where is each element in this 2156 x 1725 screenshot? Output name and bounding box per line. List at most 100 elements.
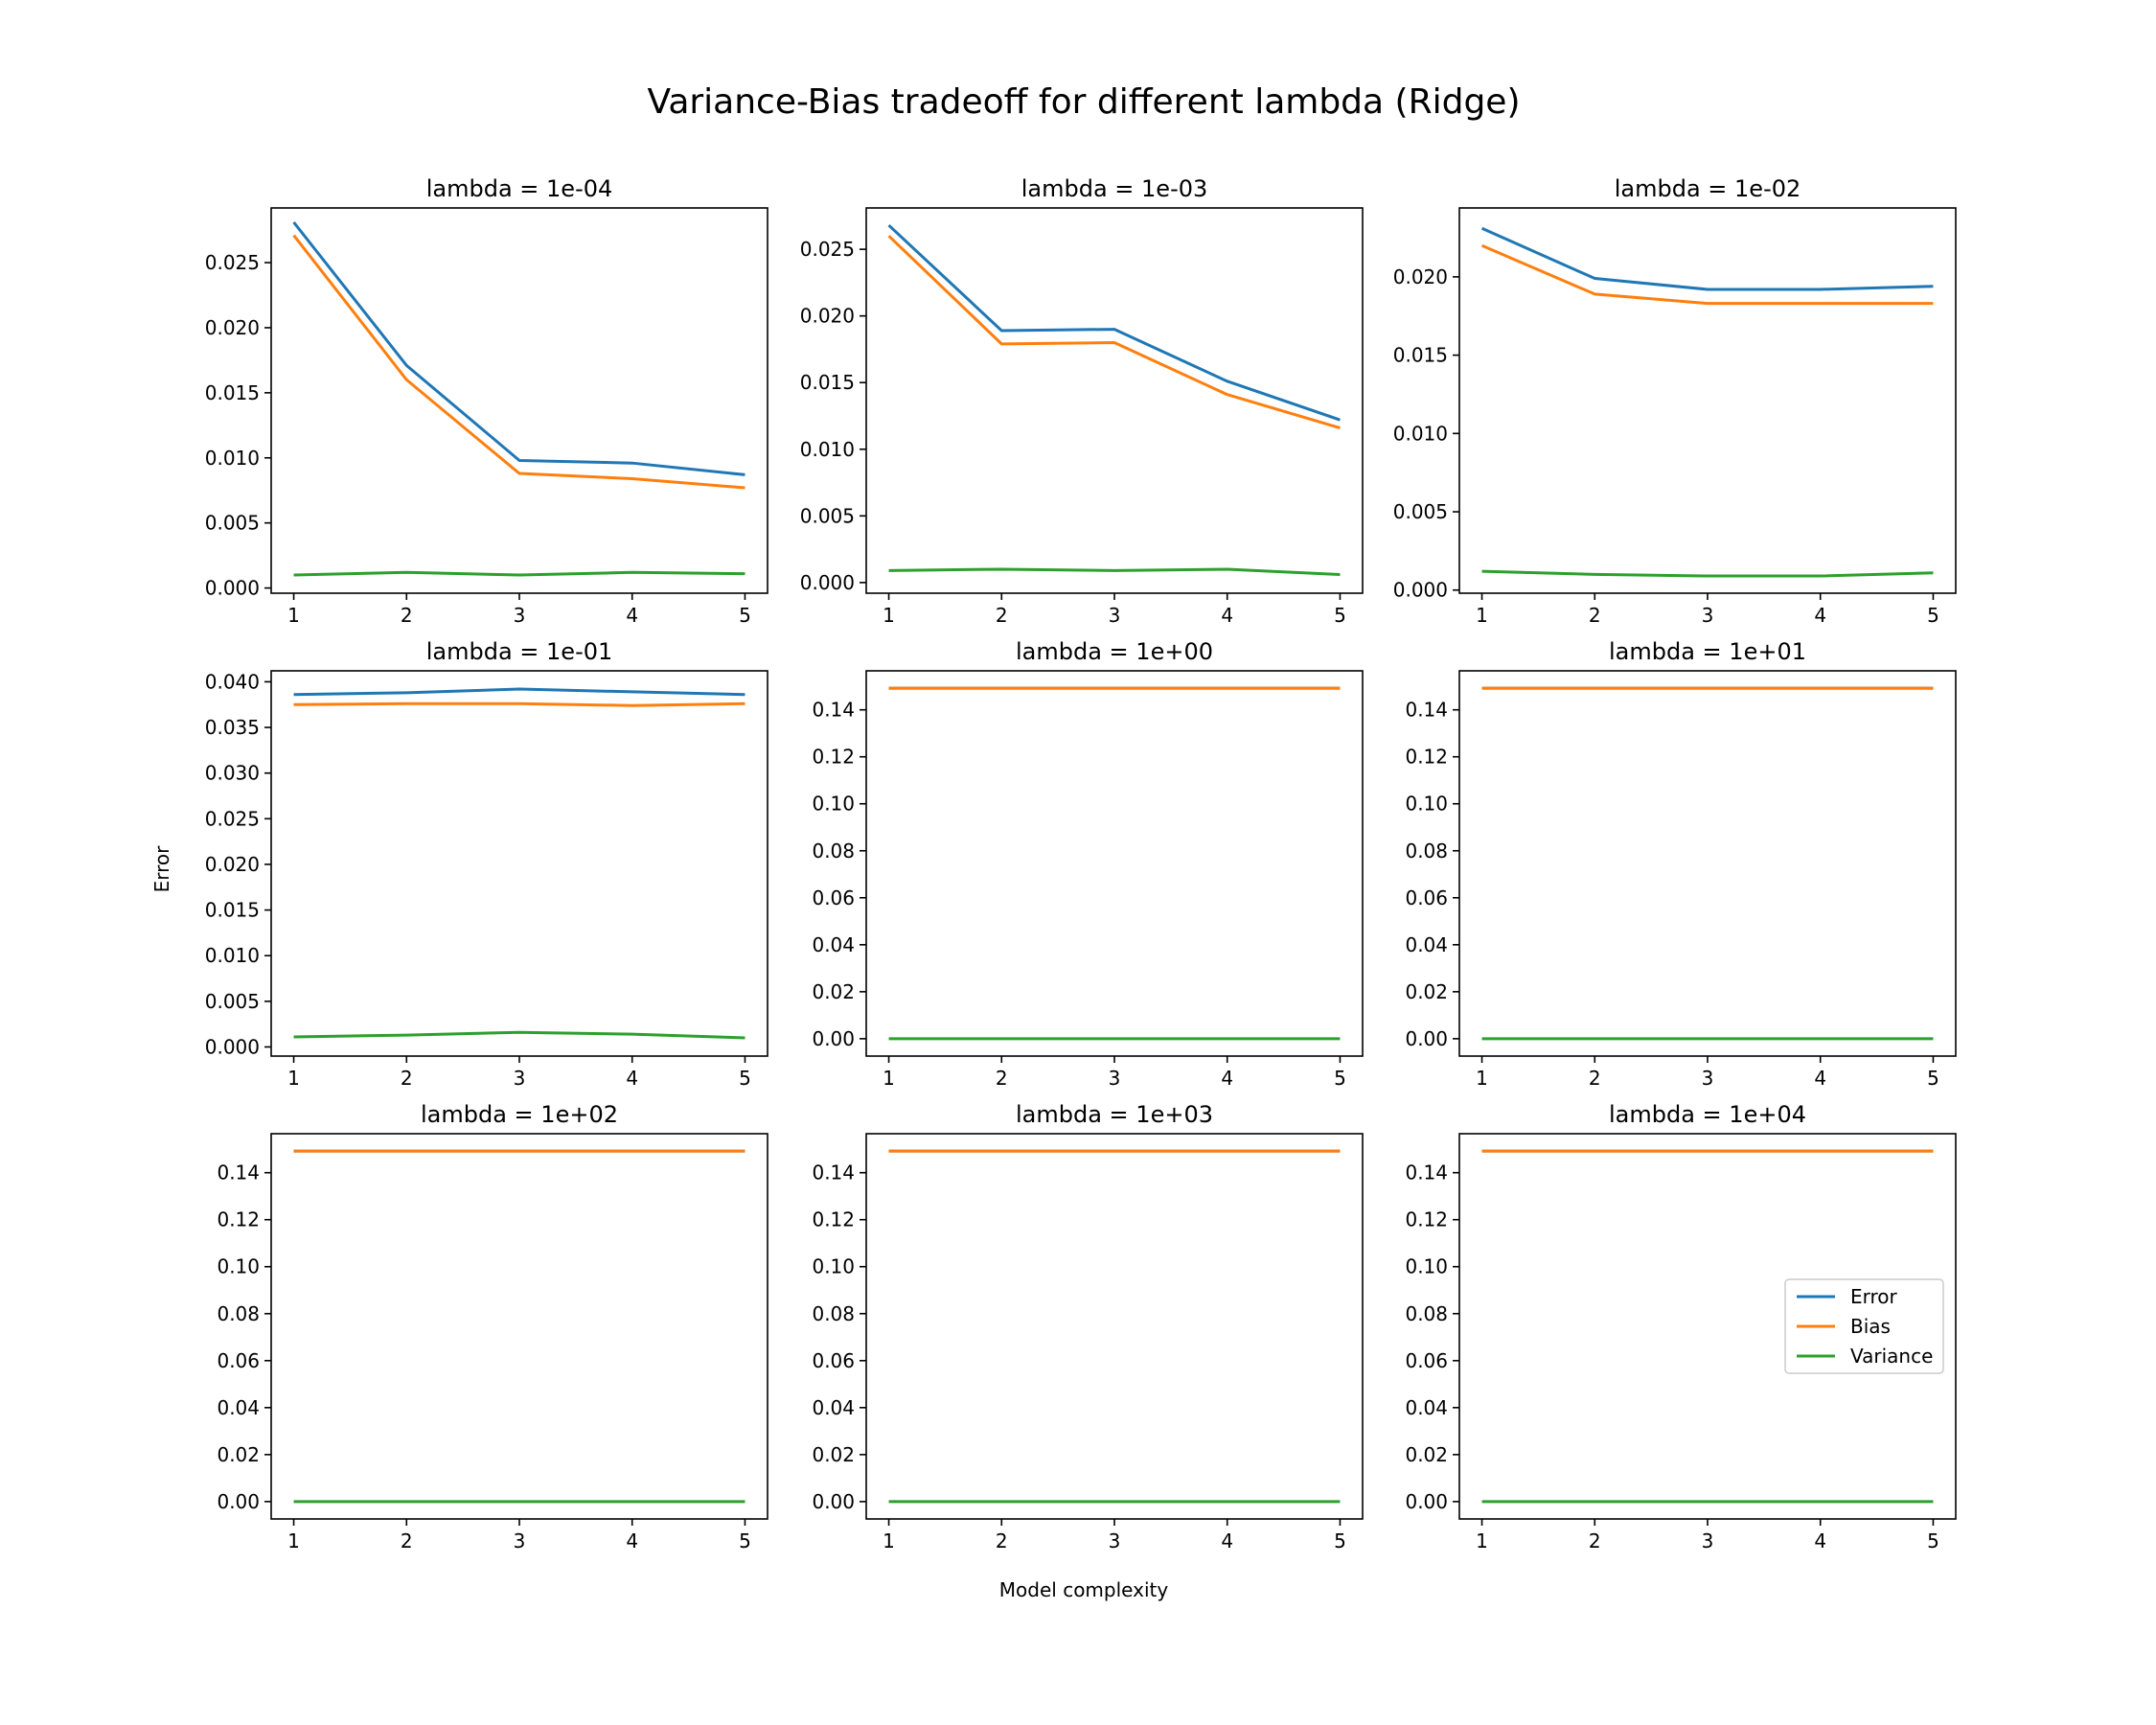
y-tick-label: 0.020 <box>205 853 260 876</box>
y-tick-label: 0.010 <box>205 944 260 967</box>
x-tick-label: 5 <box>1927 1530 1939 1552</box>
series-line-variance <box>888 567 1341 577</box>
y-tick-label: 0.04 <box>1405 1396 1448 1419</box>
y-tick-label: 0.005 <box>205 990 260 1013</box>
y-tick-label: 0.10 <box>812 793 855 816</box>
y-tick-label: 0.12 <box>812 1208 855 1231</box>
y-tick-label: 0.02 <box>812 1443 855 1466</box>
x-tick-label: 5 <box>739 604 751 627</box>
legend-label: Error <box>1850 1285 1898 1308</box>
x-tick-label: 2 <box>1589 1530 1601 1552</box>
y-tick-label: 0.015 <box>1393 344 1448 367</box>
y-tick-label: 0.025 <box>205 251 260 274</box>
series-line-error <box>293 687 745 697</box>
y-tick-label: 0.10 <box>812 1255 855 1278</box>
plot-frame <box>1458 207 1957 594</box>
x-tick-label: 3 <box>514 604 526 627</box>
legend-box <box>1784 1278 1944 1374</box>
x-tick-label: 4 <box>1221 604 1233 627</box>
x-tick-label: 3 <box>1702 1067 1714 1090</box>
y-tick-label: 0.000 <box>1393 579 1448 602</box>
y-axis-label: Error <box>150 845 173 893</box>
x-tick-label: 4 <box>1814 604 1826 627</box>
x-tick-label: 5 <box>1334 604 1346 627</box>
y-tick-label: 0.015 <box>800 371 855 394</box>
subplot-grid: lambda = 1e-041 2 3 4 50.0000.0050.0100.0150… <box>205 175 1957 1552</box>
y-tick-label: 0.040 <box>205 670 260 693</box>
y-tick-label: 0.10 <box>1405 1255 1448 1278</box>
x-tick-label: 1 <box>287 1530 300 1552</box>
plot-frame <box>865 670 1364 1057</box>
series-line-error <box>887 223 1341 422</box>
y-tick-label: 0.020 <box>1393 265 1448 288</box>
plot-frame <box>1458 670 1957 1057</box>
x-tick-label: 5 <box>739 1530 751 1552</box>
x-tick-label: 1 <box>883 604 895 627</box>
y-tick-label: 0.08 <box>1405 1302 1448 1325</box>
x-tick-label: 2 <box>996 1530 1008 1552</box>
series-line-bias <box>292 234 745 490</box>
x-tick-label: 1 <box>287 604 300 627</box>
y-tick-label: 0.000 <box>205 1035 260 1058</box>
figure-title: Variance-Bias tradeoff for different lam… <box>647 82 1520 122</box>
y-tick-label: 0.12 <box>812 746 855 769</box>
subplot-title: lambda = 1e-02 <box>1615 175 1801 202</box>
x-tick-label: 3 <box>514 1530 526 1552</box>
y-tick-label: 0.005 <box>205 512 260 535</box>
y-tick-label: 0.00 <box>1405 1490 1448 1513</box>
series-line-variance <box>293 570 745 577</box>
series-line-variance <box>1481 569 1934 578</box>
subplot-title: lambda = 1e-04 <box>426 175 613 202</box>
plot-frame <box>270 207 768 594</box>
y-tick-label: 0.10 <box>1405 793 1448 816</box>
x-tick-label: 1 <box>883 1067 895 1090</box>
x-tick-label: 2 <box>401 1530 413 1552</box>
series-line-error <box>1480 226 1934 291</box>
x-tick-label: 3 <box>1702 604 1714 627</box>
x-tick-label: 3 <box>1109 1067 1121 1090</box>
y-tick-label: 0.06 <box>217 1349 260 1372</box>
y-tick-label: 0.00 <box>1405 1027 1448 1050</box>
y-tick-label: 0.06 <box>1405 886 1448 909</box>
subplot: lambda = 1e+00 1 2 3 4 5 0.00 0.02 0.04 0.06 0.08 0… <box>812 638 1364 1090</box>
y-tick-label: 0.14 <box>217 1162 260 1184</box>
x-tick-label: 3 <box>1109 1530 1121 1552</box>
x-tick-label: 5 <box>1334 1530 1346 1552</box>
y-tick-label: 0.010 <box>1393 422 1448 445</box>
x-tick-label: 3 <box>514 1067 526 1090</box>
y-tick-label: 0.015 <box>205 899 260 922</box>
x-tick-label: 3 <box>1109 604 1121 627</box>
y-tick-label: 0.00 <box>812 1027 855 1050</box>
y-tick-label: 0.005 <box>800 504 855 527</box>
y-tick-label: 0.08 <box>217 1302 260 1325</box>
x-tick-label: 1 <box>883 1530 895 1552</box>
x-tick-label: 5 <box>739 1067 751 1090</box>
y-tick-label: 0.02 <box>217 1443 260 1466</box>
y-tick-label: 0.010 <box>205 447 260 470</box>
x-tick-label: 2 <box>996 1067 1008 1090</box>
y-tick-label: 0.06 <box>1405 1349 1448 1372</box>
subplot: lambda = 1e-02 1 2 3 4 5 0.000 0.005 0.010 0.015 0… <box>1393 175 1957 627</box>
y-tick-label: 0.06 <box>812 1349 855 1372</box>
y-tick-label: 0.030 <box>205 762 260 785</box>
y-tick-label: 0.12 <box>1405 1208 1448 1231</box>
subplot-title: lambda = 1e+04 <box>1609 1101 1806 1128</box>
x-tick-label: 4 <box>1814 1067 1826 1090</box>
subplot: lambda = 1e+03 1 2 3 4 5 0.00 0.02 0.04 0.06 0.08 0… <box>812 1101 1364 1552</box>
y-tick-label: 0.14 <box>1405 1162 1448 1184</box>
y-tick-label: 0.08 <box>1405 840 1448 862</box>
x-tick-label: 1 <box>1476 1067 1488 1090</box>
subplot-title: lambda = 1e+02 <box>421 1101 618 1128</box>
x-tick-label: 4 <box>626 1530 638 1552</box>
series-line-bias <box>293 702 745 707</box>
x-tick-label: 4 <box>1221 1530 1233 1552</box>
subplot: lambda = 1e-03 1 2 3 4 5 0.000 0.005 0.010 0.015 0… <box>800 175 1364 627</box>
series-line-bias <box>887 235 1341 429</box>
y-tick-label: 0.14 <box>812 1162 855 1184</box>
plot-frame <box>270 670 768 1057</box>
plot-frame <box>1458 1133 1957 1520</box>
x-tick-label: 3 <box>1702 1530 1714 1552</box>
y-tick-label: 0.02 <box>1405 1443 1448 1466</box>
plot-frame <box>865 207 1364 594</box>
